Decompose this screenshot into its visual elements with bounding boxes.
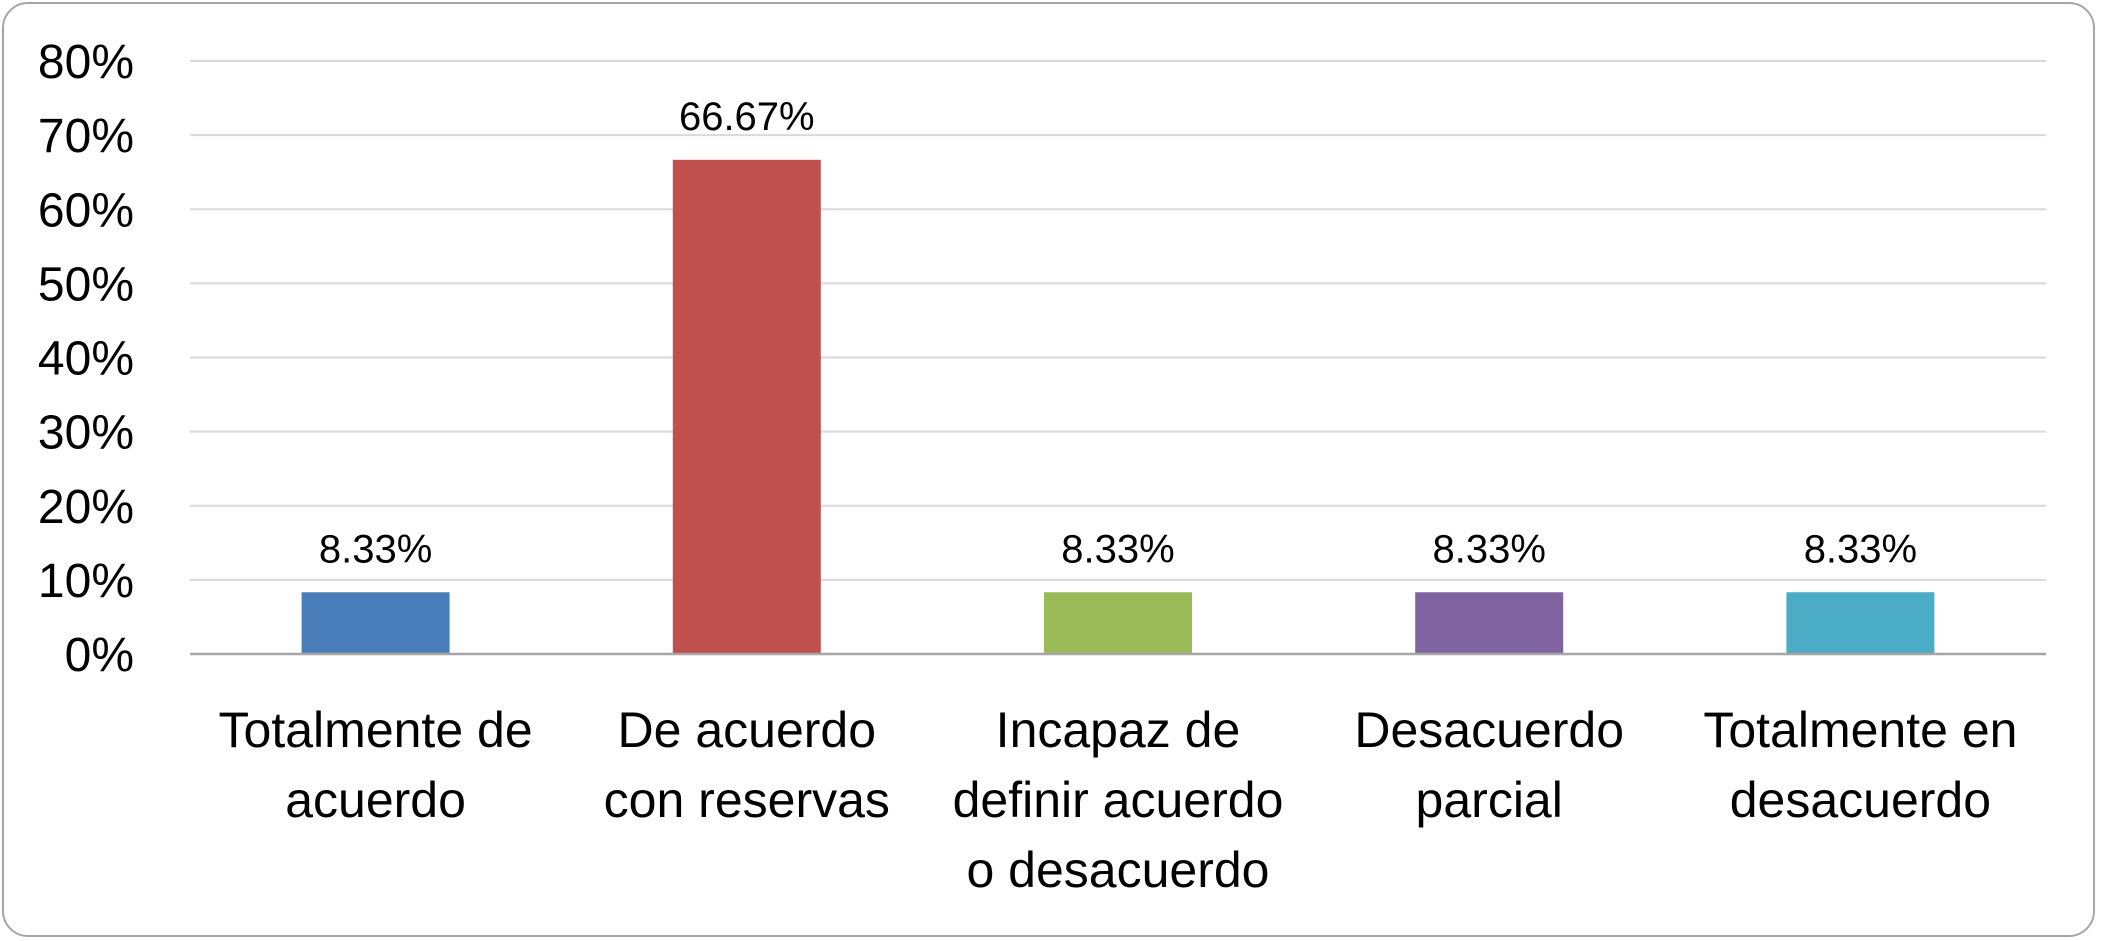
y-tick-label: 10% — [38, 555, 134, 608]
y-tick-label: 70% — [38, 110, 134, 163]
x-category-label: Totalmente en — [1703, 702, 2017, 758]
y-tick-label: 20% — [38, 481, 134, 534]
y-tick-label: 40% — [38, 333, 134, 386]
y-tick-label: 0% — [65, 629, 134, 682]
bar — [1415, 592, 1564, 654]
data-label: 8.33% — [1804, 527, 1917, 571]
bar — [1044, 592, 1192, 654]
y-tick-label: 60% — [38, 184, 134, 237]
x-category-label: con reservas — [604, 772, 890, 828]
x-category-label: parcial — [1416, 772, 1563, 828]
y-tick-label: 80% — [38, 36, 134, 89]
x-category-label: desacuerdo — [1730, 772, 1991, 828]
data-label: 8.33% — [1061, 527, 1174, 571]
y-tick-label: 30% — [38, 407, 134, 460]
data-label: 66.67% — [679, 95, 815, 139]
x-category-label: Incapaz de — [996, 702, 1241, 758]
x-category-label: definir acuerdo — [953, 772, 1284, 828]
x-category-label: Totalmente de — [219, 702, 533, 758]
bar — [301, 592, 450, 654]
x-category-label: acuerdo — [285, 772, 466, 828]
bar — [1786, 592, 1935, 654]
x-category-label: o desacuerdo — [966, 842, 1269, 898]
bar — [672, 159, 821, 654]
y-tick-label: 50% — [38, 258, 134, 311]
data-label: 8.33% — [319, 527, 432, 571]
x-category-label: Desacuerdo — [1354, 702, 1624, 758]
x-category-label: De acuerdo — [618, 702, 877, 758]
data-label: 8.33% — [1432, 527, 1545, 571]
